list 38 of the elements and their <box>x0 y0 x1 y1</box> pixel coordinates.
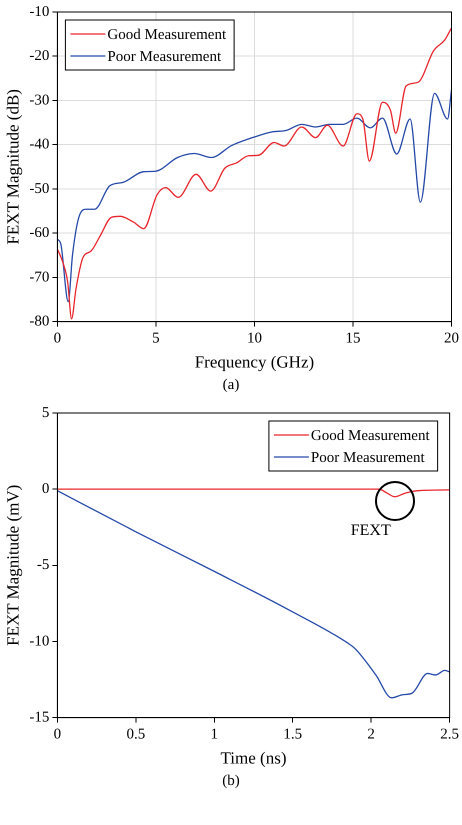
x-tick-label: 10 <box>246 330 262 347</box>
x-tick-label: 1.5 <box>283 726 302 743</box>
line-series <box>57 89 452 302</box>
y-tick-label: -60 <box>29 225 50 242</box>
x-tick-label: 0 <box>54 330 62 347</box>
x-tick-label: 15 <box>345 330 360 347</box>
y-tick-label: -10 <box>29 633 50 650</box>
line-series <box>57 488 450 498</box>
annotation: FEXT <box>350 522 391 539</box>
line-series <box>57 490 450 698</box>
legend-label: Poor Measurement <box>107 48 222 65</box>
x-tick-label: 20 <box>444 330 459 347</box>
y-tick-label: -80 <box>29 314 50 330</box>
y-tick-label: 5 <box>42 404 50 421</box>
y-tick-label: -70 <box>29 269 50 286</box>
y-tick-label: -40 <box>29 136 50 153</box>
x-tick-label: 2.5 <box>440 726 459 743</box>
y-tick-label: -5 <box>36 557 50 574</box>
y-tick-label: -20 <box>29 48 50 64</box>
y-tick-label: 0 <box>42 481 50 498</box>
text: (a) <box>222 376 240 395</box>
y-tick-label: -10 <box>29 4 50 20</box>
legend-label: Good Measurement <box>107 26 227 43</box>
y-axis-title: FEXT Magnitude (mV) <box>4 484 23 646</box>
x-tick-label: 5 <box>152 330 160 347</box>
x-tick-label: 1 <box>210 726 218 743</box>
y-axis-title: FEXT Magnitude (dB) <box>4 89 23 245</box>
text: (b) <box>221 772 241 791</box>
x-tick-label: 2 <box>367 726 375 743</box>
x-tick-label: 0 <box>54 726 62 743</box>
x-tick-label: 0.5 <box>126 726 146 743</box>
x-axis-title: Time (ns) <box>220 748 286 768</box>
y-tick-label: -50 <box>29 180 50 197</box>
x-axis-title: Frequency (GHz) <box>194 352 314 372</box>
y-tick-label: -30 <box>29 92 50 108</box>
y-tick-label: -15 <box>29 710 50 726</box>
legend-label: Good Measurement <box>310 428 430 444</box>
legend-label: Poor Measurement <box>310 450 426 466</box>
